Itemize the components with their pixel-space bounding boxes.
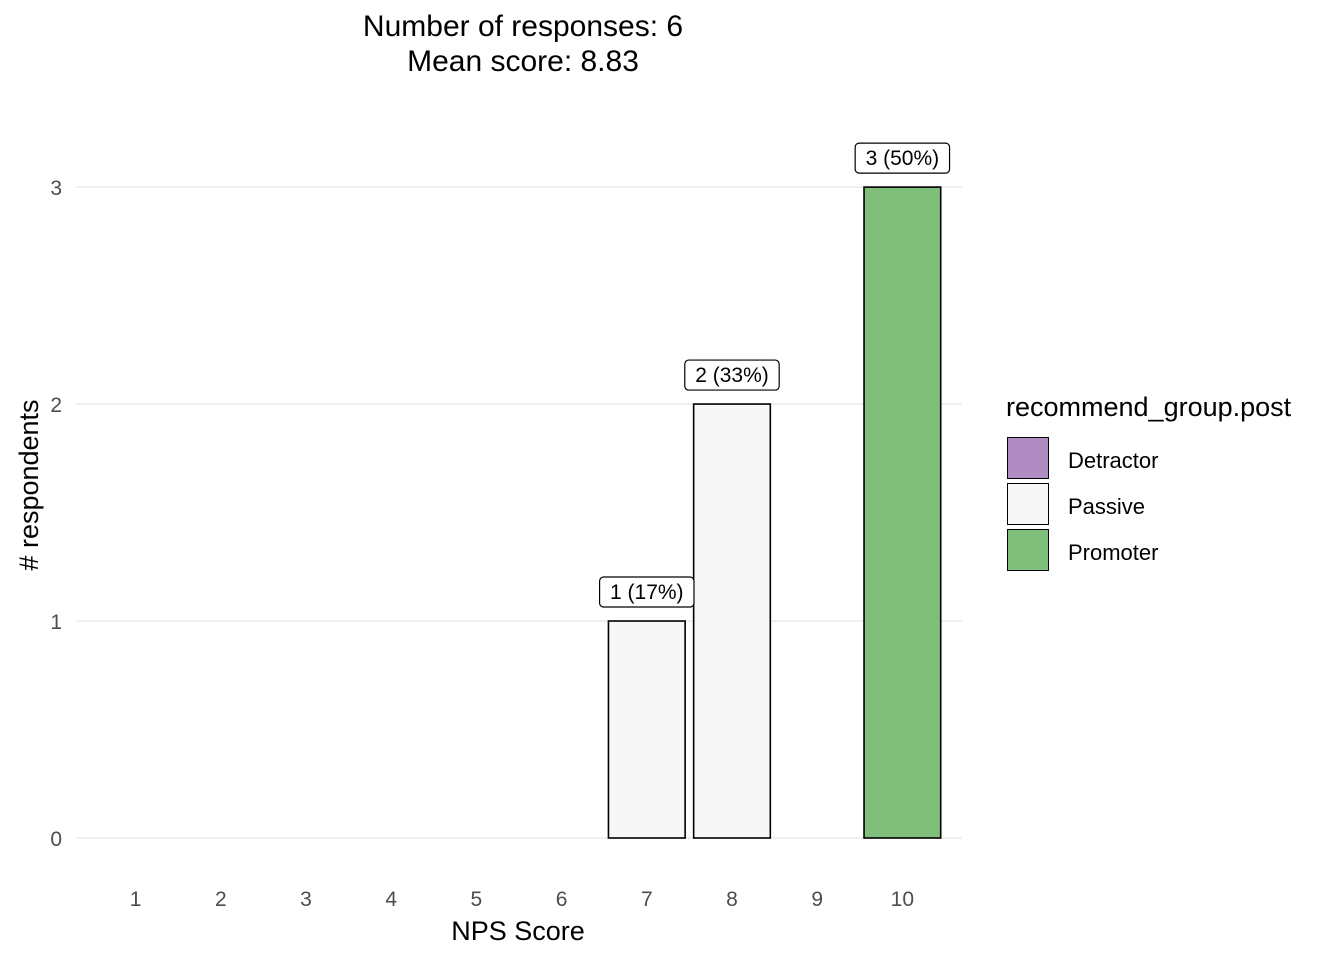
x-tick-label-8: 8 <box>726 888 738 911</box>
bar-label-box-8 <box>684 359 780 391</box>
x-tick-label-4: 4 <box>385 888 397 911</box>
bar-score-10 <box>863 186 942 839</box>
bar-labels: 1 (17%) 2 (33%) 3 (50%) <box>598 142 951 608</box>
legend-label-passive: Passive <box>1068 494 1146 519</box>
legend-key-promoter <box>1007 529 1049 571</box>
chart-title-line-2: Mean score: 8.83 <box>407 45 639 78</box>
legend-key-detractor <box>1007 437 1049 479</box>
y-tick-label-1: 1 <box>50 611 62 634</box>
y-tick-label-0: 0 <box>50 828 62 851</box>
legend-key-passive <box>1007 483 1049 525</box>
bar-label-8: 2 (33%) <box>695 364 769 387</box>
bar-label-box-10 <box>854 142 951 174</box>
y-axis-label: # respondents <box>14 399 44 570</box>
bars <box>607 186 942 839</box>
x-tick-label-6: 6 <box>556 888 568 911</box>
legend-label-promoter: Promoter <box>1068 540 1159 565</box>
legend-title: recommend_group.post <box>1006 392 1292 422</box>
x-tick-label-9: 9 <box>811 888 823 911</box>
bar-label-10: 3 (50%) <box>866 147 940 170</box>
y-axis-ticks: 0 1 2 3 <box>50 177 62 851</box>
x-tick-label-3: 3 <box>300 888 312 911</box>
x-tick-label-7: 7 <box>641 888 653 911</box>
chart-title-line-1: Number of responses: 6 <box>362 10 684 43</box>
x-axis-ticks: 1 2 3 4 5 6 7 8 9 10 <box>130 888 914 911</box>
bar-score-8 <box>692 403 772 839</box>
x-tick-label-1: 1 <box>130 888 142 911</box>
x-tick-label-5: 5 <box>471 888 483 911</box>
bar-label-7: 1 (17%) <box>610 581 684 604</box>
gridlines <box>76 186 962 839</box>
x-tick-label-2: 2 <box>215 888 227 911</box>
y-tick-label-3: 3 <box>50 177 62 200</box>
x-axis-label: NPS Score <box>451 916 585 946</box>
legend-label-detractor: Detractor <box>1068 448 1159 473</box>
x-tick-label-10: 10 <box>891 888 914 911</box>
y-tick-label-2: 2 <box>50 394 62 417</box>
bar-score-7 <box>607 620 686 839</box>
bar-label-box-7 <box>598 576 695 608</box>
